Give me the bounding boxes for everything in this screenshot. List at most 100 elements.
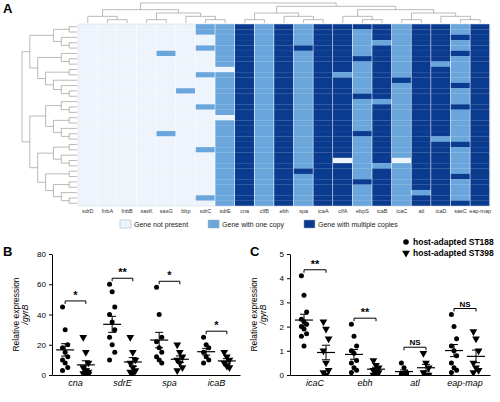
cell [313, 78, 332, 84]
point [302, 293, 307, 298]
cell [274, 104, 293, 110]
cell [353, 104, 372, 110]
error-bar [322, 345, 330, 360]
point [452, 324, 457, 329]
cell [117, 179, 136, 185]
cell [470, 78, 489, 84]
dendrograms [22, 3, 480, 203]
cell [333, 94, 352, 100]
cell [137, 152, 156, 158]
cell [117, 83, 136, 89]
panel-1: B020406080cnasdrEspaicaBRelative express… [3, 244, 241, 388]
column-label: sasC [454, 208, 467, 214]
cell [137, 61, 156, 67]
column-label: icaB [377, 208, 388, 214]
cell [274, 61, 293, 67]
tick: icaB [208, 378, 226, 388]
error-bar [350, 350, 358, 360]
cell [470, 179, 489, 185]
point [454, 368, 459, 373]
legend-marker [403, 239, 409, 245]
cell [137, 201, 156, 206]
cell [372, 24, 391, 30]
cell [98, 110, 117, 116]
cell [255, 115, 274, 121]
cell [431, 174, 450, 180]
cell [215, 67, 234, 73]
cell [176, 115, 195, 121]
cell [353, 40, 372, 46]
dendrogram-link [402, 20, 422, 23]
cell [176, 190, 195, 196]
cell [274, 158, 293, 164]
cell [235, 72, 254, 78]
cell [431, 35, 450, 41]
tick: 1 [280, 347, 290, 356]
dendrogram-link [107, 20, 127, 23]
legend-label: Gene with multiple copies [318, 221, 398, 229]
cell [235, 45, 254, 51]
cell [156, 147, 175, 153]
cell [372, 142, 391, 148]
cell [451, 99, 470, 105]
axis-line [52, 255, 53, 376]
cell [78, 126, 97, 132]
cell [392, 190, 411, 196]
cell [392, 142, 411, 148]
cell [235, 67, 254, 73]
cell [117, 120, 136, 126]
cell [196, 104, 215, 110]
cell [156, 67, 175, 73]
tick: 80 [37, 250, 52, 259]
cell [313, 29, 332, 35]
cell [78, 136, 97, 142]
cell [353, 179, 372, 185]
cell [353, 131, 372, 137]
cell [98, 35, 117, 41]
dendrogram-link [69, 43, 77, 48]
tick: 20 [37, 341, 52, 350]
cell [235, 126, 254, 132]
cell [333, 78, 352, 84]
tick-label: 80 [37, 250, 46, 259]
cell [392, 51, 411, 57]
cell [98, 78, 117, 84]
cell [176, 185, 195, 191]
legend-marker [402, 251, 410, 258]
cell [78, 120, 97, 126]
cell [137, 115, 156, 121]
cell [274, 78, 293, 84]
cell [313, 67, 332, 73]
cell [294, 104, 313, 110]
tick-label: 20 [37, 341, 46, 350]
cell [215, 190, 234, 196]
cell [294, 131, 313, 137]
cell [451, 88, 470, 94]
significance-bracket [404, 347, 426, 350]
cell [235, 174, 254, 180]
column-label: icaD [435, 208, 446, 214]
cell [117, 201, 136, 206]
cell [78, 94, 97, 100]
cell [274, 51, 293, 57]
cell [333, 185, 352, 191]
error-bar [129, 358, 137, 367]
cell [294, 163, 313, 169]
cell [78, 169, 97, 175]
cell [451, 72, 470, 78]
point [65, 365, 70, 370]
cell [451, 83, 470, 89]
cell [117, 35, 136, 41]
cell [353, 83, 372, 89]
cell [392, 88, 411, 94]
cell [294, 115, 313, 121]
cell [98, 72, 117, 78]
column-label: sdrE [219, 208, 231, 214]
error-bar [176, 356, 184, 363]
cell [78, 29, 97, 35]
cell [412, 179, 431, 185]
cell [431, 185, 450, 191]
cell [353, 88, 372, 94]
cell [176, 24, 195, 30]
cell [255, 51, 274, 57]
